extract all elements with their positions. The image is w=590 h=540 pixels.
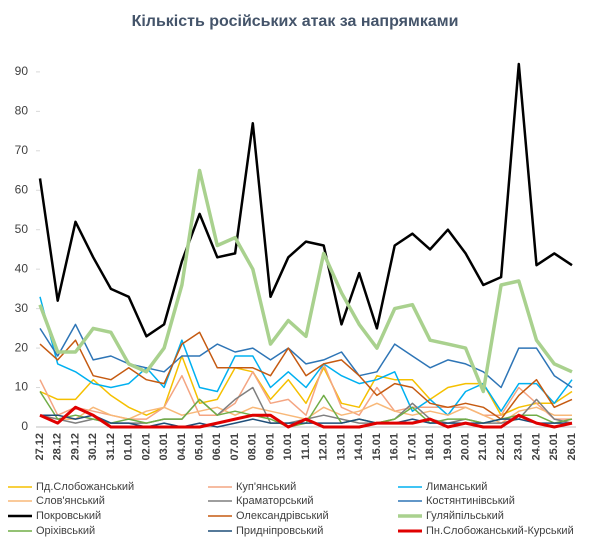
x-tick-label: 04.01 <box>176 433 188 461</box>
legend-label: Костянтинівський <box>426 495 515 507</box>
legend-label: Лиманський <box>426 481 487 493</box>
x-tick-label: 15.01 <box>371 433 383 461</box>
legend-label: Слов'янський <box>36 495 105 507</box>
x-tick-label: 28.12 <box>52 433 64 461</box>
x-tick-label: 09.01 <box>264 433 276 461</box>
y-tick-label: 80 <box>15 104 29 118</box>
x-tick-label: 27.12 <box>34 433 46 461</box>
y-tick-label: 0 <box>21 419 28 433</box>
x-tick-label: 30.12 <box>87 433 99 461</box>
x-tick-label: 17.01 <box>406 433 418 461</box>
legend-label: Олександрівський <box>236 510 329 522</box>
y-tick-label: 50 <box>15 222 29 236</box>
x-tick-label: 16.01 <box>389 433 401 461</box>
legend-label: Оріхівський <box>36 525 95 537</box>
y-tick-label: 20 <box>15 340 29 354</box>
x-tick-label: 05.01 <box>194 433 206 461</box>
x-tick-label: 20.01 <box>460 433 472 461</box>
series-line <box>39 363 572 420</box>
y-tick-label: 40 <box>15 261 29 275</box>
y-tick-label: 70 <box>15 143 29 157</box>
x-tick-label: 14.01 <box>353 433 365 461</box>
x-tick-label: 31.12 <box>105 433 117 461</box>
x-tick-label: 25.01 <box>548 433 560 461</box>
x-tick-label: 21.01 <box>477 433 489 461</box>
series-line <box>40 414 572 428</box>
x-tick-label: 03.01 <box>158 433 170 461</box>
x-tick-label: 24.01 <box>530 433 542 461</box>
x-tick-label: 22.01 <box>495 433 507 461</box>
x-tick-label: 23.01 <box>513 433 525 461</box>
chart-title: Кількість російських атак за напрямками <box>132 13 459 30</box>
series-line <box>39 296 573 416</box>
x-tick-label: 06.01 <box>211 433 223 461</box>
x-tick-label: 07.01 <box>229 433 241 461</box>
x-tick-label: 12.01 <box>318 433 330 461</box>
x-tick-label: 11.01 <box>300 433 312 460</box>
x-tick-label: 13.01 <box>335 433 347 461</box>
legend-label: Гуляйпільський <box>426 510 504 522</box>
x-tick-label: 01.01 <box>123 433 135 461</box>
x-tick-label: 02.01 <box>140 433 152 461</box>
legend-label: Придніпровський <box>236 525 323 537</box>
legend-label: Пд.Слобожанський <box>36 481 134 493</box>
x-tick-label: 10.01 <box>282 433 294 461</box>
y-tick-label: 30 <box>15 301 29 315</box>
x-tick-label: 08.01 <box>247 433 259 461</box>
legend-label: Краматорський <box>236 495 314 507</box>
x-tick-label: 18.01 <box>424 433 436 461</box>
legend-label: Пн.Слобожанський-Курський <box>426 525 574 537</box>
series-line <box>38 62 573 338</box>
x-tick-label: 26.01 <box>566 433 578 461</box>
series-line <box>39 331 573 420</box>
legend-label: Куп'янський <box>236 481 296 493</box>
legend-label: Покровський <box>36 510 101 522</box>
series-line <box>39 405 573 429</box>
series-line <box>38 168 573 394</box>
x-tick-label: 29.12 <box>69 433 81 461</box>
y-tick-label: 90 <box>15 64 29 78</box>
y-tick-label: 10 <box>15 380 29 394</box>
x-tick-label: 19.01 <box>442 433 454 461</box>
y-tick-label: 60 <box>15 182 29 196</box>
